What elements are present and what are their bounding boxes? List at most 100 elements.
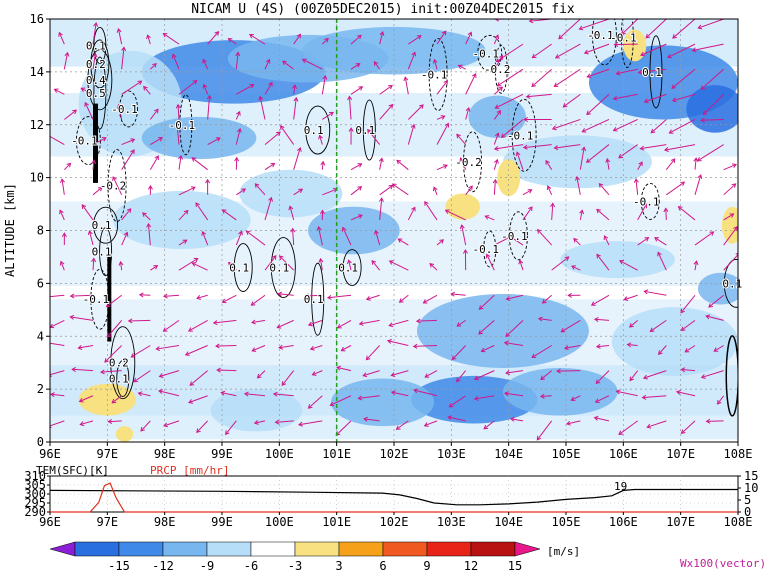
- wind-vector-head: [468, 185, 473, 191]
- wind-vector-head: [579, 209, 585, 215]
- wind-vector-head: [663, 147, 669, 152]
- wind-vector-head: [227, 261, 233, 267]
- wind-vector: [460, 157, 467, 170]
- wind-vector-head: [362, 372, 368, 378]
- wind-vector-head: [340, 346, 346, 352]
- wind-vector: [88, 230, 94, 246]
- wind-vector-head: [442, 164, 448, 169]
- wind-vector-head: [581, 146, 587, 152]
- wind-vector-head: [123, 231, 129, 237]
- wind-vector-head: [413, 388, 418, 394]
- contour-label: -0.1: [111, 103, 138, 116]
- wind-vector: [350, 86, 363, 95]
- wind-vector-head: [212, 320, 218, 326]
- wind-vector: [131, 345, 151, 358]
- wind-shading: [50, 19, 738, 442]
- wind-vector: [172, 54, 180, 70]
- wind-vector: [121, 208, 132, 221]
- wind-vector-head: [565, 420, 571, 426]
- wind-vector-head: [684, 348, 690, 353]
- wind-vector-head: [650, 128, 656, 134]
- wind-vector-head: [256, 373, 262, 379]
- wind-vector-head: [270, 162, 276, 168]
- wind-vector: [713, 345, 724, 352]
- wind-vector: [280, 125, 295, 145]
- contour-label: 0.1: [229, 262, 249, 275]
- wind-vector-head: [356, 34, 362, 40]
- wind-vector-head: [541, 299, 547, 304]
- wind-vector-head: [293, 96, 299, 102]
- wind-vector-head: [336, 365, 341, 371]
- wind-vector: [348, 96, 352, 120]
- wind-vector-head: [705, 314, 711, 320]
- contour-label: 0.2: [86, 58, 106, 71]
- wind-vector: [576, 176, 581, 195]
- wind-vector-head: [92, 4, 96, 8]
- contour-line: [110, 326, 136, 400]
- wind-vector: [225, 420, 237, 435]
- wind-vector-head: [307, 404, 313, 409]
- wind-vector: [681, 368, 696, 372]
- wind-vector: [547, 185, 553, 196]
- wind-vector-head: [250, 319, 256, 325]
- wind-vector-head: [590, 301, 596, 306]
- contour-line: [620, 19, 634, 68]
- wind-vector: [207, 137, 221, 146]
- contour-label: -0.2: [100, 180, 127, 193]
- wind-vector-head: [358, 86, 364, 91]
- wind-vector: [629, 320, 638, 328]
- wind-vector-head: [265, 58, 271, 64]
- wind-vector-head: [626, 342, 632, 348]
- wind-vector: [80, 420, 94, 426]
- x-tick-label: 105E: [552, 447, 581, 461]
- wind-vector-head: [586, 110, 591, 116]
- wind-vector: [445, 209, 466, 221]
- wind-vector-head: [451, 355, 457, 361]
- wind-vector: [594, 417, 610, 422]
- shading-blob: [560, 241, 675, 279]
- wind-vector-head: [371, 259, 377, 265]
- wind-vector: [50, 135, 65, 146]
- wind-vector-head: [462, 249, 468, 254]
- shading-blob: [611, 307, 738, 376]
- y-tick-label: 6: [37, 276, 44, 290]
- contour-label: 0.1: [269, 262, 289, 275]
- wind-vector: [501, 119, 524, 138]
- wind-vector-head: [243, 391, 249, 397]
- wind-vector: [493, 110, 501, 120]
- wind-vector: [493, 133, 499, 145]
- wind-vector-head: [280, 125, 285, 130]
- wind-vector: [100, 370, 122, 373]
- positive-blob: [115, 426, 134, 442]
- wind-vector-head: [298, 421, 303, 427]
- wind-vector-head: [278, 255, 284, 261]
- wind-vector: [407, 124, 415, 145]
- wind-vector: [178, 210, 189, 221]
- wind-vector: [147, 223, 151, 246]
- wind-vector: [493, 159, 498, 170]
- wind-vector: [613, 119, 638, 132]
- wind-vector-head: [358, 320, 364, 326]
- colorbar-label: -9: [200, 559, 214, 573]
- wind-vector: [156, 345, 180, 350]
- wind-vector: [516, 152, 524, 170]
- wind-vector-head: [276, 131, 281, 137]
- surface-x-tick-label: 104E: [494, 515, 523, 529]
- wind-vector-head: [202, 83, 208, 89]
- wind-vector: [619, 260, 638, 271]
- wind-vector: [616, 390, 638, 397]
- wind-vector: [510, 418, 524, 422]
- wind-vector-head: [97, 186, 103, 192]
- wind-vector-head: [111, 398, 117, 404]
- wind-vector-head: [496, 109, 502, 115]
- wind-vector-head: [629, 323, 634, 328]
- wind-vector-head: [77, 2, 81, 6]
- wind-vector-head: [646, 423, 652, 429]
- wind-vector-head: [702, 110, 708, 116]
- surface-x-tick-label: 107E: [666, 515, 695, 529]
- contour-line: [93, 56, 107, 130]
- tem-tick-label: 290: [24, 505, 46, 519]
- wind-vector-head: [495, 57, 501, 63]
- wind-vector-head: [196, 295, 202, 300]
- wind-vector-head: [202, 58, 207, 64]
